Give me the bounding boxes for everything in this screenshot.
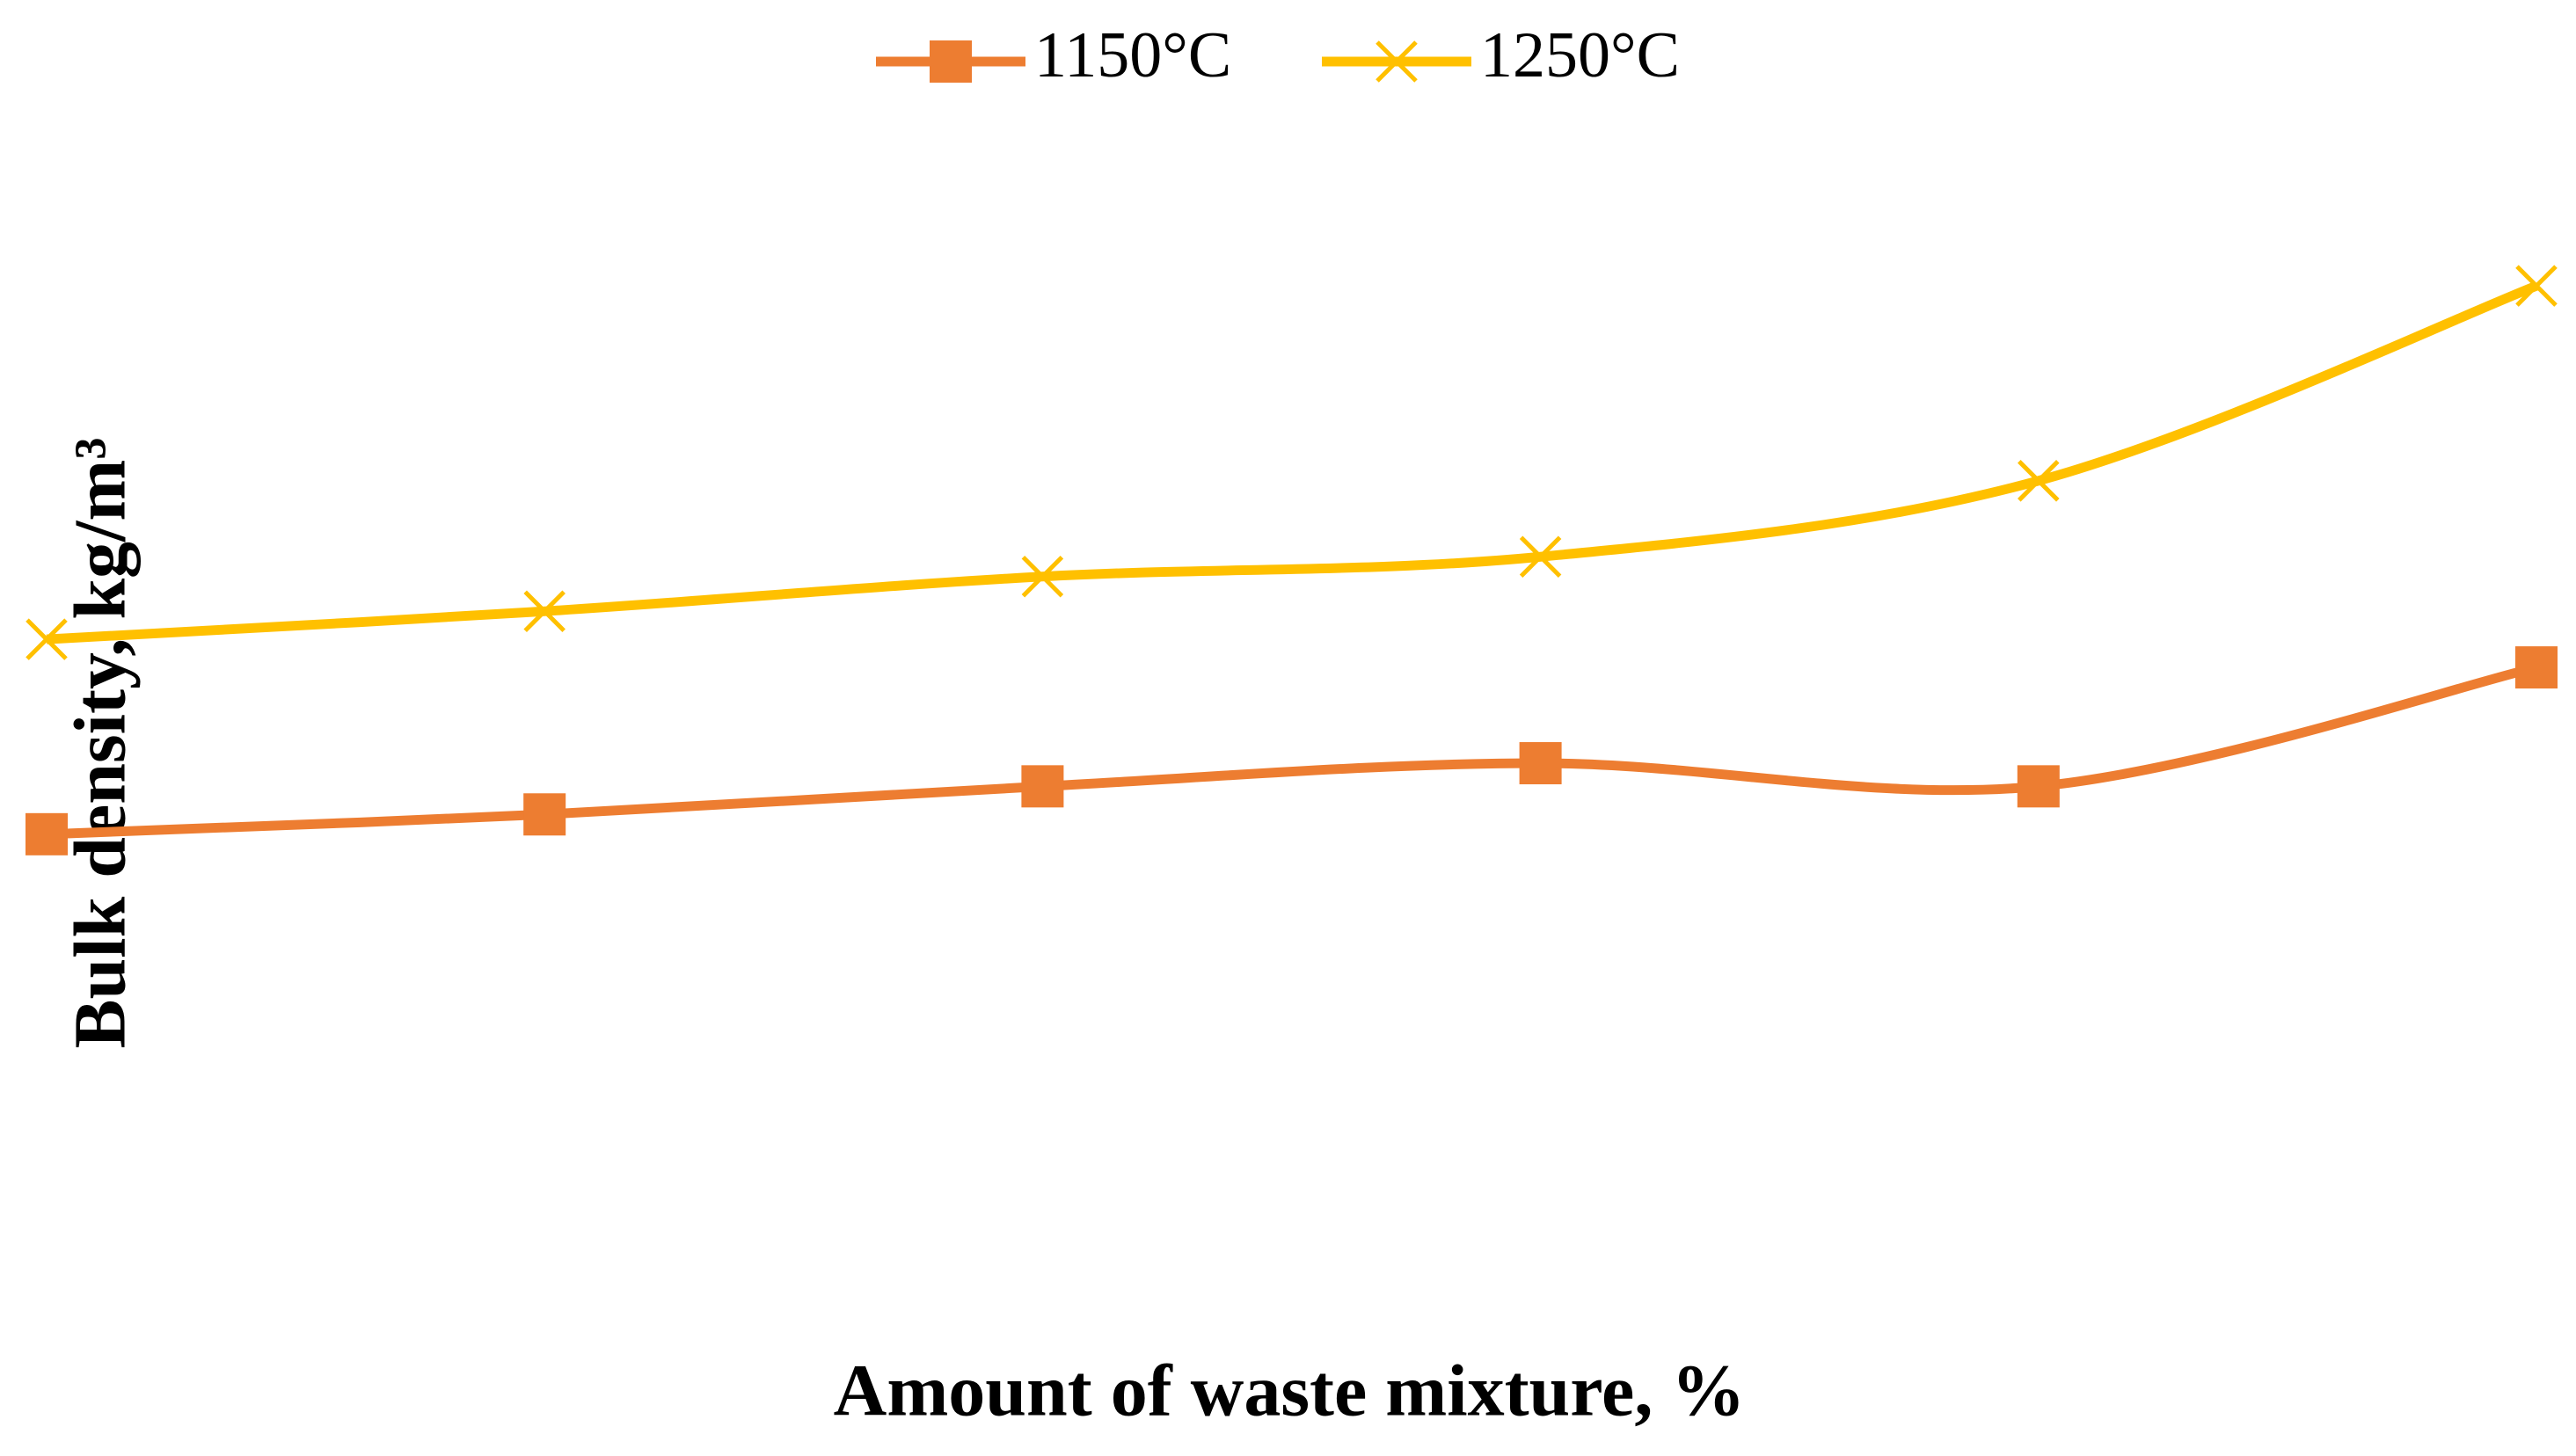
marker [523,793,566,836]
legend-label: 1150°C [1034,19,1231,91]
marker [2017,765,2060,808]
marker [26,812,68,855]
marker [1519,742,1562,785]
marker [2515,646,2558,689]
marker [1519,535,1562,578]
marker [1376,40,1418,83]
legend-label: 1250°C [1480,19,1680,91]
x-axis-title: Amount of waste mixture, % [834,1350,1746,1431]
marker [2018,460,2060,502]
marker [930,40,972,83]
y-axis-title: Bulk density, kg/m³ [59,437,141,1048]
marker [26,618,68,660]
marker [523,590,566,632]
marker [1021,555,1064,598]
marker [1021,765,1064,808]
series-line [46,281,2539,644]
marker [2515,265,2558,307]
series-line [46,662,2538,840]
